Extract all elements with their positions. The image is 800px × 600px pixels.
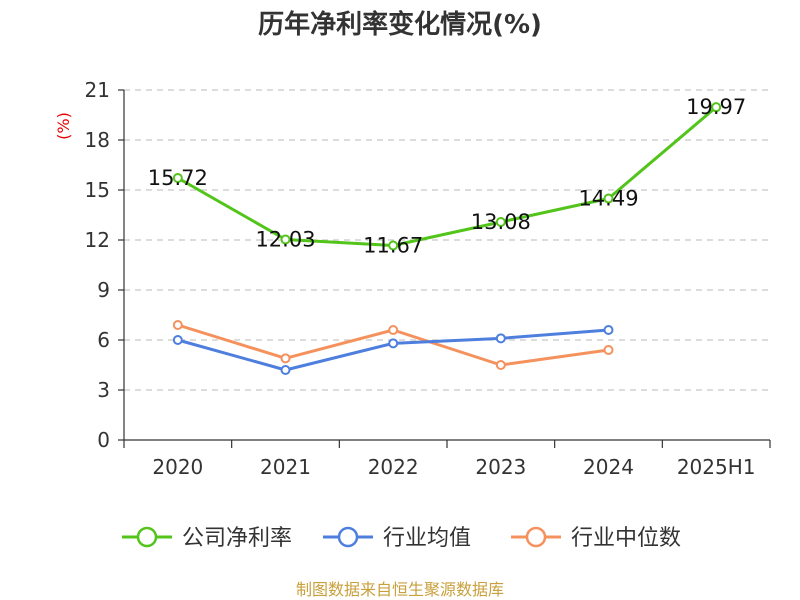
axes: 0 3 6 9 12 15 18 21 2020 2021 2022 2023 2024 2025H1 [85,78,771,479]
legend: 公司净利率 行业均值 行业中位数 [122,526,681,551]
grid-lines [124,89,770,391]
y-tick-label: 9 [97,278,110,302]
x-tick-label: 2020 [152,455,203,479]
data-point [495,333,506,344]
series-layer [172,102,722,375]
data-point [280,365,291,375]
data-labels: 15.72 12.03 11.67 13.08 14.49 19.97 [148,95,746,257]
y-tick-label: 21 [85,78,110,102]
data-label: 19.97 [686,95,746,119]
series-line-1 [177,328,609,372]
data-label: 11.67 [363,234,423,258]
data-point [172,335,183,345]
y-tick-label: 18 [85,128,110,152]
data-point [388,325,399,335]
legend-marker [337,526,359,548]
legend-marker [136,526,158,548]
chart-title: 历年净利率变化情况(%) [258,9,542,40]
x-tick-label: 2025H1 [677,455,756,479]
data-point [172,320,183,330]
series-line-0 [177,106,718,247]
y-tick-label: 0 [97,428,110,452]
data-point [280,234,291,245]
y-tick-label: 15 [85,178,110,202]
legend-label: 行业中位数 [571,526,681,551]
data-point [388,240,399,251]
data-point [172,173,183,183]
data-label: 14.49 [578,187,638,211]
data-point [603,325,614,335]
data-point [495,360,506,370]
source-note: 制图数据来自恒生聚源数据库 [296,580,504,599]
y-tick-label: 6 [97,328,110,352]
data-label: 15.72 [148,166,208,190]
legend-label: 行业均值 [383,526,471,551]
x-tick-label: 2023 [475,455,526,479]
data-label: 12.03 [255,228,315,252]
data-point [495,217,506,227]
data-point [388,338,399,349]
data-point [603,345,614,355]
data-point [711,102,722,113]
y-axis-label: (%) [54,112,73,140]
y-tick-label: 12 [85,228,110,252]
y-tick-label: 3 [97,378,110,402]
data-point [280,353,291,364]
x-tick-label: 2022 [368,455,419,479]
data-label: 13.08 [471,210,531,234]
x-tick-label: 2024 [583,455,634,479]
x-tick-label: 2021 [260,455,311,479]
data-point [603,193,614,204]
legend-marker [525,526,547,548]
legend-label: 公司净利率 [182,526,292,551]
